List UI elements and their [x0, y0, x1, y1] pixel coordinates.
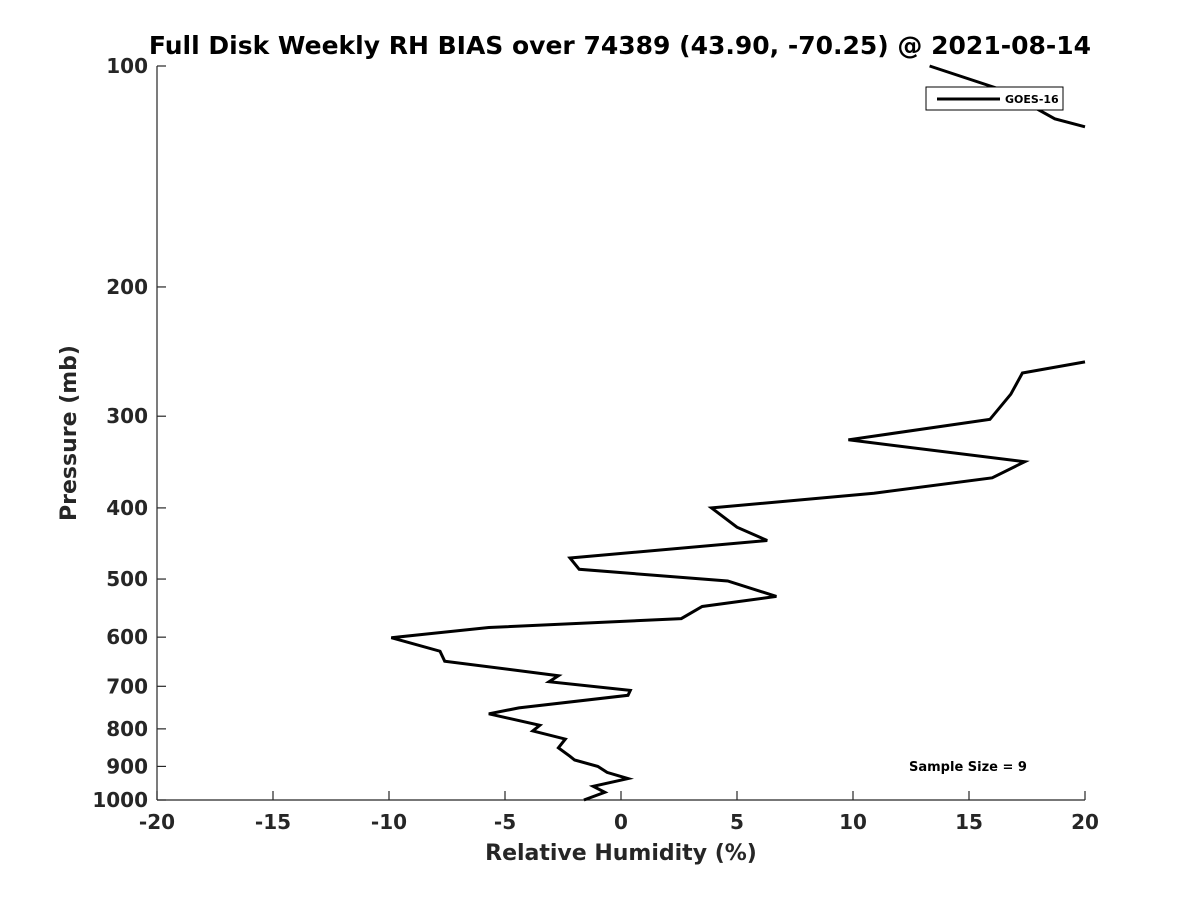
- x-axis-label: Relative Humidity (%): [485, 841, 757, 866]
- x-tick-label: -5: [494, 810, 516, 834]
- y-tick-label: 200: [106, 275, 148, 299]
- x-tick-label: 20: [1071, 810, 1099, 834]
- y-axis-label: Pressure (mb): [57, 345, 82, 521]
- x-tick-label: -20: [139, 810, 175, 834]
- x-ticks: -20 -15 -10 -5 0 5 10 15 20: [139, 791, 1099, 834]
- legend: GOES-16: [925, 86, 1064, 111]
- sample-size-annotation: Sample Size = 9: [909, 760, 1027, 775]
- x-tick-label: 5: [730, 810, 744, 834]
- x-tick-label: -15: [255, 810, 291, 834]
- x-tick-label: 10: [839, 810, 867, 834]
- x-tick-label: 15: [955, 810, 983, 834]
- y-tick-label: 600: [106, 625, 148, 649]
- chart-title: Full Disk Weekly RH BIAS over 74389 (43.…: [149, 31, 1091, 60]
- legend-label-goes-16: GOES-16: [1005, 93, 1059, 106]
- x-tick-label: 0: [614, 810, 628, 834]
- y-tick-label: 1000: [92, 788, 148, 812]
- y-tick-label: 100: [106, 54, 148, 78]
- y-tick-label: 400: [106, 496, 148, 520]
- y-tick-label: 700: [106, 674, 148, 698]
- series-line-goes-16: [390, 360, 1086, 802]
- y-tick-label: 800: [106, 717, 148, 741]
- y-tick-label: 900: [106, 754, 148, 778]
- y-tick-label: 300: [106, 404, 148, 428]
- x-tick-label: -10: [371, 810, 407, 834]
- y-tick-label: 500: [106, 567, 148, 591]
- y-ticks: 100 200 300 400 500 600 700 800 900 1000: [92, 54, 166, 812]
